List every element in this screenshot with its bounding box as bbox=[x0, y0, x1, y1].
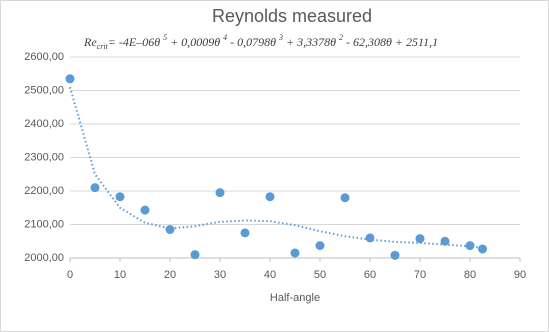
equation-part: + 3,3378θ bbox=[283, 35, 339, 49]
data-point bbox=[415, 234, 425, 244]
x-tick-label: 10 bbox=[114, 269, 126, 281]
data-point bbox=[115, 192, 125, 202]
data-point bbox=[478, 244, 487, 254]
data-point bbox=[290, 248, 300, 258]
equation-part: 3 bbox=[278, 33, 283, 42]
y-tick-label: 2500,00 bbox=[24, 84, 64, 96]
data-point bbox=[90, 183, 100, 193]
x-tick-label: 0 bbox=[67, 269, 73, 281]
data-point bbox=[340, 193, 350, 203]
x-tick-label: 20 bbox=[164, 269, 176, 281]
data-point bbox=[265, 192, 275, 202]
data-point bbox=[165, 225, 175, 235]
x-tick-label: 70 bbox=[414, 269, 426, 281]
data-point bbox=[440, 236, 450, 246]
equation-part: 4 bbox=[223, 33, 227, 42]
data-point bbox=[140, 205, 150, 215]
x-tick-label: 60 bbox=[364, 269, 376, 281]
y-tick-label: 2600,00 bbox=[24, 51, 64, 63]
x-axis-label: Half-angle bbox=[270, 292, 320, 304]
equation-part: + 0,0009θ bbox=[167, 35, 223, 49]
equation-part: - 62,308θ + 2511,1 bbox=[343, 35, 438, 49]
data-point bbox=[315, 241, 325, 251]
x-tick-label: 80 bbox=[464, 269, 476, 281]
y-tick-label: 2100,00 bbox=[24, 218, 64, 230]
data-point bbox=[465, 241, 475, 251]
data-point bbox=[65, 74, 75, 84]
data-point bbox=[390, 250, 400, 260]
equation-part: 2 bbox=[339, 33, 343, 42]
equation-part: 5 bbox=[163, 33, 167, 42]
y-tick-label: 2300,00 bbox=[24, 151, 64, 163]
equation-part: = -4E–06θ bbox=[108, 35, 163, 49]
y-tick-label: 2200,00 bbox=[24, 185, 64, 197]
data-point bbox=[190, 250, 200, 260]
equation-part: crit bbox=[97, 42, 109, 51]
data-point bbox=[365, 233, 375, 243]
equation-part: - 0,0798θ bbox=[227, 35, 279, 49]
x-tick-label: 30 bbox=[214, 269, 226, 281]
y-tick-label: 2000,00 bbox=[24, 252, 64, 264]
x-tick-label: 50 bbox=[314, 269, 326, 281]
x-tick-label: 90 bbox=[514, 269, 526, 281]
chart-title: Reynolds measured bbox=[212, 6, 372, 26]
data-point bbox=[215, 188, 225, 198]
equation-part: Re bbox=[83, 35, 97, 49]
data-point bbox=[240, 228, 250, 238]
y-tick-label: 2400,00 bbox=[24, 118, 64, 130]
trend-equation: Recrit= -4E–06θ 5 + 0,0009θ 4 - 0,0798θ … bbox=[83, 33, 438, 51]
trendline bbox=[69, 86, 483, 249]
x-tick-label: 40 bbox=[264, 269, 276, 281]
